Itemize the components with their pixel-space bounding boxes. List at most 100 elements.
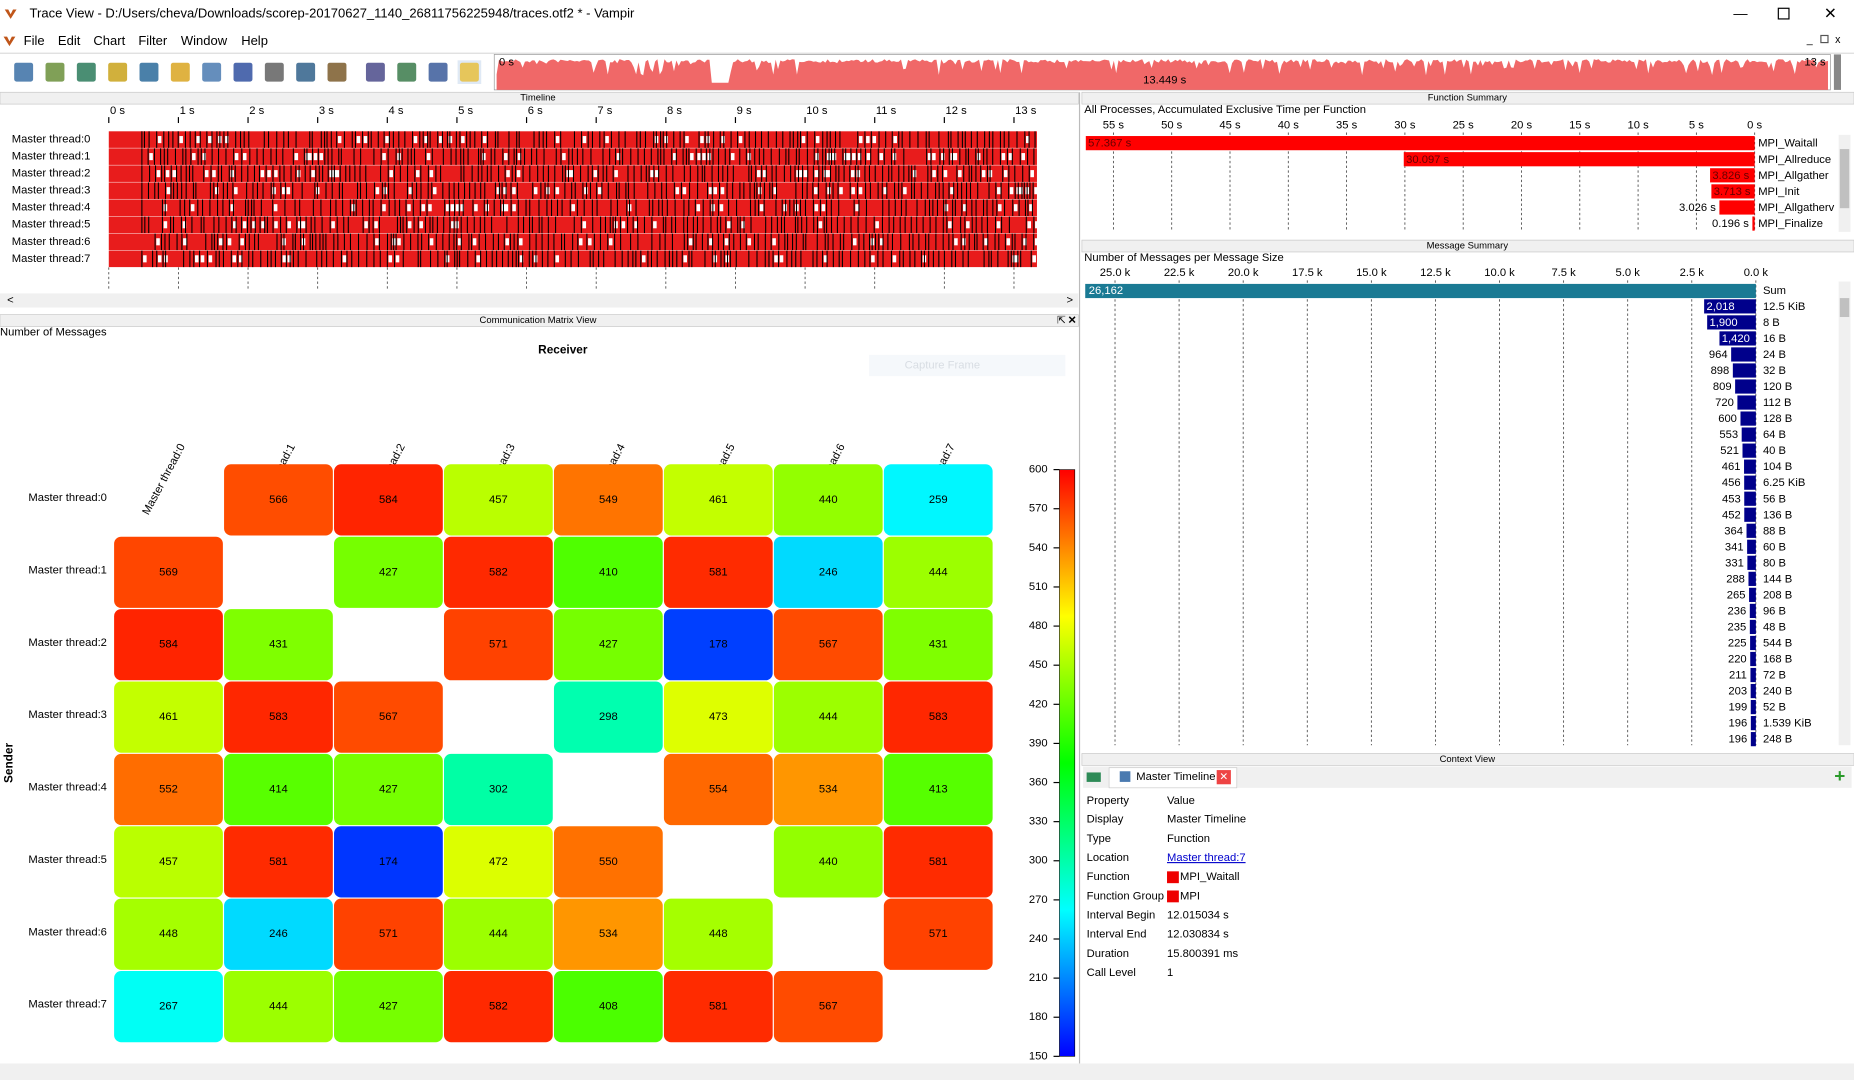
matrix-cell[interactable] [443, 898, 553, 970]
matrix-cell[interactable] [663, 536, 773, 608]
matrix-cell[interactable] [663, 753, 773, 826]
matrix-cell[interactable] [773, 826, 883, 898]
matrix-cell[interactable] [114, 753, 223, 826]
matrix-cell[interactable] [773, 609, 883, 681]
matrix-cell[interactable] [334, 971, 443, 1043]
mdi-close[interactable]: x [1835, 34, 1841, 46]
matrix-cell[interactable] [114, 681, 223, 753]
matrix-cell[interactable] [883, 681, 993, 753]
tab-close[interactable] [1216, 770, 1231, 785]
matrix-cell[interactable] [224, 609, 333, 681]
msg-gap [375, 187, 380, 195]
tab-label[interactable]: Master Timeline [1136, 771, 1215, 783]
matrix-cell[interactable] [773, 753, 883, 826]
matrix-cell[interactable] [334, 753, 443, 826]
scroll-thumb[interactable] [1839, 298, 1850, 318]
matrix-cell[interactable] [553, 609, 663, 681]
matrix-cell[interactable] [883, 609, 993, 681]
panel-undock[interactable]: ⇱ [1057, 314, 1066, 326]
matrix-cell[interactable] [224, 464, 333, 536]
overview-scroll[interactable] [1833, 54, 1841, 90]
tab[interactable] [1108, 767, 1238, 789]
matrix-cell[interactable] [114, 971, 223, 1043]
matrix-cell[interactable] [224, 753, 333, 826]
menu-item[interactable]: Window [181, 33, 228, 48]
matrix-cell[interactable] [553, 464, 663, 536]
matrix-cell[interactable] [883, 536, 993, 608]
scroll-left[interactable]: < [7, 294, 14, 306]
matrix-cell[interactable] [443, 971, 553, 1043]
matrix-cell[interactable] [883, 898, 993, 970]
matrix-cell[interactable] [883, 464, 993, 536]
matrix-cell[interactable] [443, 464, 553, 536]
msg-gap [823, 255, 828, 263]
matrix-cell[interactable] [224, 826, 333, 898]
panel-close[interactable]: ✕ [1068, 314, 1077, 326]
category-label: 1.539 KiB [1763, 718, 1812, 730]
matrix-cell[interactable] [553, 826, 663, 898]
matrix-cell[interactable] [334, 826, 443, 898]
matrix-cell[interactable] [553, 536, 663, 608]
matrix-cell[interactable] [663, 609, 773, 681]
tab-icon[interactable] [1086, 772, 1101, 782]
matrix-cell[interactable] [114, 826, 223, 898]
menu-item[interactable]: Edit [58, 33, 81, 48]
matrix-cell[interactable] [663, 681, 773, 753]
maximize-button[interactable] [1777, 7, 1790, 20]
value-label: 3.026 s [1679, 202, 1716, 214]
matrix-cell[interactable] [334, 898, 443, 970]
matrix-cell[interactable] [883, 826, 993, 898]
property-value[interactable]: Master thread:7 [1167, 852, 1246, 864]
matrix-cell[interactable] [883, 753, 993, 826]
menu-item[interactable]: Help [241, 33, 268, 48]
matrix-cell[interactable] [773, 681, 883, 753]
add-button[interactable]: + [1834, 766, 1845, 787]
tab-close-x[interactable]: ✕ [1219, 771, 1228, 783]
matrix-cell[interactable] [553, 681, 663, 753]
msg-gap [260, 170, 265, 178]
menu-item[interactable]: Filter [138, 33, 168, 48]
msg-gap [397, 238, 401, 246]
matrix-cell[interactable] [114, 536, 223, 608]
scroll-thumb[interactable] [1839, 149, 1850, 209]
menu-item[interactable]: Chart [93, 33, 125, 48]
matrix-cell[interactable] [224, 681, 333, 753]
matrix-cell[interactable] [663, 971, 773, 1043]
matrix-cell[interactable] [443, 609, 553, 681]
minimize-button[interactable]: — [1733, 6, 1748, 22]
value-label: 456 [1722, 477, 1741, 489]
msg-gap [996, 221, 1001, 229]
matrix-cell[interactable] [773, 464, 883, 536]
matrix-cell[interactable] [773, 536, 883, 608]
msg-gap [438, 136, 443, 144]
msg-gap [858, 136, 863, 144]
matrix-cell[interactable] [334, 536, 443, 608]
matrix-cell[interactable] [553, 898, 663, 970]
msg-gap [149, 153, 153, 161]
property-value: 15.800391 ms [1167, 948, 1238, 960]
mdi-restore[interactable] [1820, 34, 1829, 44]
scroll-right[interactable]: > [1067, 294, 1074, 306]
matrix-cell[interactable] [443, 826, 553, 898]
matrix-cell[interactable] [553, 971, 663, 1043]
matrix-cell[interactable] [114, 609, 223, 681]
mdi-minimize[interactable]: _ [1806, 34, 1814, 46]
cell-label: 408 [599, 1001, 618, 1013]
matrix-cell[interactable] [224, 898, 333, 970]
matrix-cell[interactable] [334, 681, 443, 753]
msg-gap [533, 187, 538, 195]
matrix-cell[interactable] [663, 898, 773, 970]
matrix-cell[interactable] [114, 898, 223, 970]
v-scrollbar[interactable] [1838, 281, 1851, 746]
matrix-cell[interactable] [663, 464, 773, 536]
h-scrollbar[interactable] [0, 293, 1079, 308]
matrix-cell[interactable] [334, 464, 443, 536]
close-button[interactable]: ✕ [1824, 5, 1837, 22]
property-name: Function Group [1087, 890, 1164, 902]
matrix-cell[interactable] [224, 971, 333, 1043]
menu-item[interactable]: File [24, 33, 45, 48]
matrix-cell[interactable] [773, 971, 883, 1043]
matrix-cell[interactable] [443, 753, 553, 826]
matrix-cell[interactable] [443, 536, 553, 608]
msg-gap [826, 170, 830, 178]
